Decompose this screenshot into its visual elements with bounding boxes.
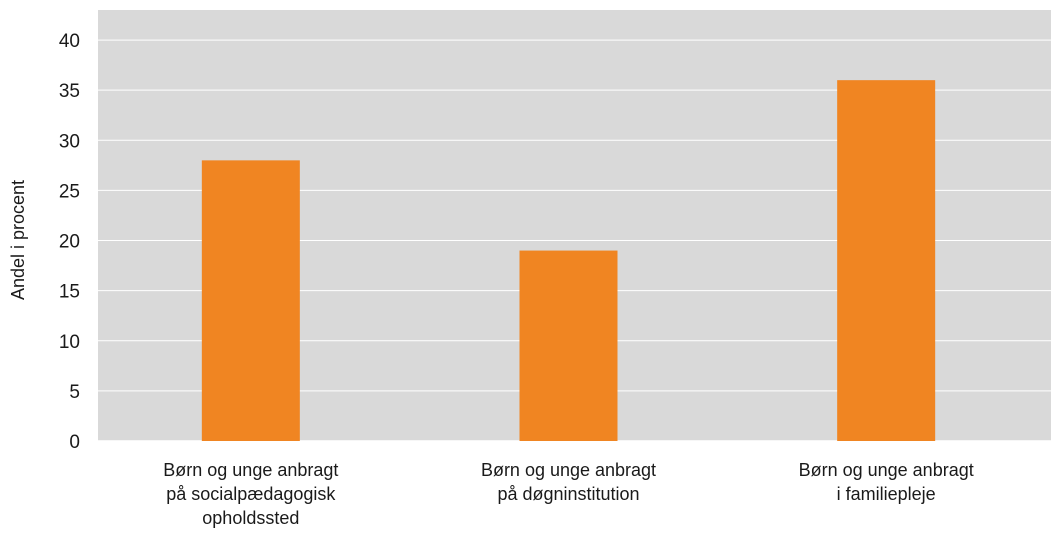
bars <box>201 80 936 442</box>
y-tick-label: 35 <box>59 81 80 102</box>
bar <box>519 250 618 441</box>
bar <box>201 160 300 442</box>
x-category-label: på socialpædagogisk <box>166 484 336 504</box>
y-axis-ticks: 0 5 10 15 20 25 30 35 40 <box>59 31 80 453</box>
y-tick-label: 15 <box>59 282 80 303</box>
y-tick-label: 5 <box>69 382 80 403</box>
y-tick-label: 25 <box>59 181 80 202</box>
y-tick-label: 10 <box>59 332 80 353</box>
x-category-label: Børn og unge anbragt <box>163 460 338 480</box>
x-category-label: Børn og unge anbragt <box>799 460 974 480</box>
bar <box>837 80 936 442</box>
y-tick-label: 40 <box>59 31 80 52</box>
x-category-label: opholdssted <box>202 508 299 528</box>
y-tick-label: 0 <box>69 432 80 453</box>
x-axis-labels: Børn og unge anbragt på socialpædagogisk o… <box>163 460 973 528</box>
x-category-label: på døgninstitution <box>497 484 639 504</box>
y-tick-label: 30 <box>59 131 80 152</box>
y-axis-title: Andel i procent <box>8 180 28 300</box>
x-category-label: Børn og unge anbragt <box>481 460 656 480</box>
x-category-label: i familiepleje <box>837 484 936 504</box>
y-tick-label: 20 <box>59 232 80 253</box>
